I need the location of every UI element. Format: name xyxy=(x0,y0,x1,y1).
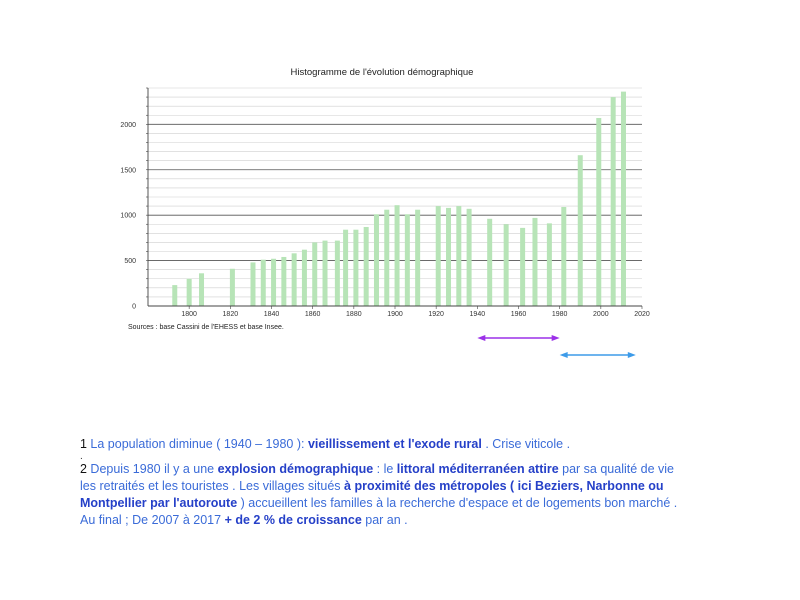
note-2-text-h: Au final ; De 2007 à 2017 xyxy=(80,513,225,527)
note-2-emphasis-metropoles: à proximité des métropoles ( ici Beziers… xyxy=(80,479,664,510)
bar-1872 xyxy=(334,240,340,306)
bar-1841 xyxy=(271,258,277,306)
x-tick-labels: 1800 1820 1840 1860 1880 1900 1920 1940 1960 1980… xyxy=(181,311,650,318)
x-tick-label: 2000 xyxy=(593,311,609,318)
bar-1990 xyxy=(577,155,583,306)
bar-1891 xyxy=(373,214,379,306)
note-1-text-c: . Crise viticole . xyxy=(481,437,571,451)
population-histogram: Histogramme de l'évolution démographique… xyxy=(120,67,650,358)
arrow-head-left xyxy=(559,352,568,358)
bar-1861 xyxy=(312,242,318,306)
bar-2011 xyxy=(620,91,626,306)
note-2-number: 2 xyxy=(80,462,87,476)
y-tick-label: 2000 xyxy=(120,122,136,129)
y-tick-label: 1500 xyxy=(120,167,136,174)
x-tick-label: 1820 xyxy=(223,311,239,318)
bar-1881 xyxy=(353,229,359,306)
bar-1901 xyxy=(394,205,400,306)
period-arrow-1980-2017 xyxy=(559,352,636,358)
note-2-emphasis-littoral: littoral méditerranéen attire xyxy=(396,462,559,476)
bar-1866 xyxy=(322,240,328,306)
bar-1954 xyxy=(503,224,509,306)
y-tick-labels: 0 500 1000 1500 2000 xyxy=(120,122,136,311)
chart-title: Histogramme de l'évolution démographique xyxy=(291,67,474,78)
note-2: 2 Depuis 1980 il y a une explosion démog… xyxy=(80,461,680,529)
note-2-text-j: par an . xyxy=(361,513,408,527)
note-2-text-a: Depuis 1980 il y a une xyxy=(86,462,218,476)
x-tick-label: 1800 xyxy=(181,311,197,318)
note-2-emphasis-growth: + de 2 % de croissance xyxy=(224,513,362,527)
period-arrow-1940-1980 xyxy=(477,335,560,341)
note-1-number: 1 xyxy=(80,437,87,451)
arrow-head-left xyxy=(477,335,486,341)
bar-1999 xyxy=(596,117,602,306)
period-arrows xyxy=(477,335,636,358)
x-tick-label: 1900 xyxy=(387,311,403,318)
note-1: 1 La population diminue ( 1940 – 1980 ):… xyxy=(80,436,680,453)
bar-1975 xyxy=(546,223,552,306)
x-tick-label: 1880 xyxy=(346,311,362,318)
commentary: 1 La population diminue ( 1940 – 1980 ):… xyxy=(80,436,680,529)
axes xyxy=(146,87,643,309)
y-tick-label: 0 xyxy=(132,304,136,311)
bar-1931 xyxy=(456,206,462,306)
x-tick-label: 2020 xyxy=(634,311,650,318)
note-2-emphasis-boom: explosion démographique xyxy=(217,462,374,476)
note-2-text-e: par sa qualité de vie les retraités et l… xyxy=(80,462,675,493)
bar-1886 xyxy=(363,226,369,306)
grid-lines xyxy=(148,87,642,298)
bar-1793 xyxy=(172,285,178,306)
x-tick-label: 1860 xyxy=(305,311,321,318)
bars xyxy=(172,91,626,306)
note-1-text-a: La population diminue ( 1940 – 1980 ): xyxy=(86,437,308,451)
bar-1876 xyxy=(343,229,349,306)
y-tick-label: 500 xyxy=(124,258,136,265)
x-tick-label: 1940 xyxy=(470,311,486,318)
bar-1831 xyxy=(250,262,256,306)
bar-1896 xyxy=(384,209,390,306)
x-tick-label: 1960 xyxy=(511,311,527,318)
x-tick-label: 1980 xyxy=(552,311,568,318)
bar-1962 xyxy=(520,227,526,306)
note-1-emphasis: vieillissement et l'exode rural xyxy=(307,437,482,451)
arrow-head-right xyxy=(551,335,560,341)
bar-1851 xyxy=(291,253,297,306)
bar-1926 xyxy=(446,207,452,306)
x-tick-label: 1920 xyxy=(428,311,444,318)
bar-1821 xyxy=(229,268,235,306)
bar-1982 xyxy=(561,206,567,306)
bar-1968 xyxy=(532,217,538,306)
bar-1836 xyxy=(260,259,266,306)
note-2-text-g: ) accueillent les familles à la recherch… xyxy=(237,496,678,510)
bar-1800 xyxy=(186,278,192,306)
bar-1846 xyxy=(281,256,287,306)
bar-1911 xyxy=(415,209,421,306)
bar-2006 xyxy=(610,97,616,306)
bar-1921 xyxy=(435,206,441,306)
bar-1856 xyxy=(301,249,307,306)
arrow-head-right xyxy=(627,352,636,358)
y-tick-label: 1000 xyxy=(120,213,136,220)
x-tick-label: 1840 xyxy=(264,311,280,318)
bar-1806 xyxy=(199,273,205,306)
bar-1946 xyxy=(487,218,493,306)
bar-1936 xyxy=(466,208,472,306)
source-note: Sources : base Cassini de l'EHESS et bas… xyxy=(128,324,284,331)
bar-1906 xyxy=(404,214,410,306)
note-1-tail: . xyxy=(80,451,83,462)
note-2-text-c: : le xyxy=(373,462,397,476)
